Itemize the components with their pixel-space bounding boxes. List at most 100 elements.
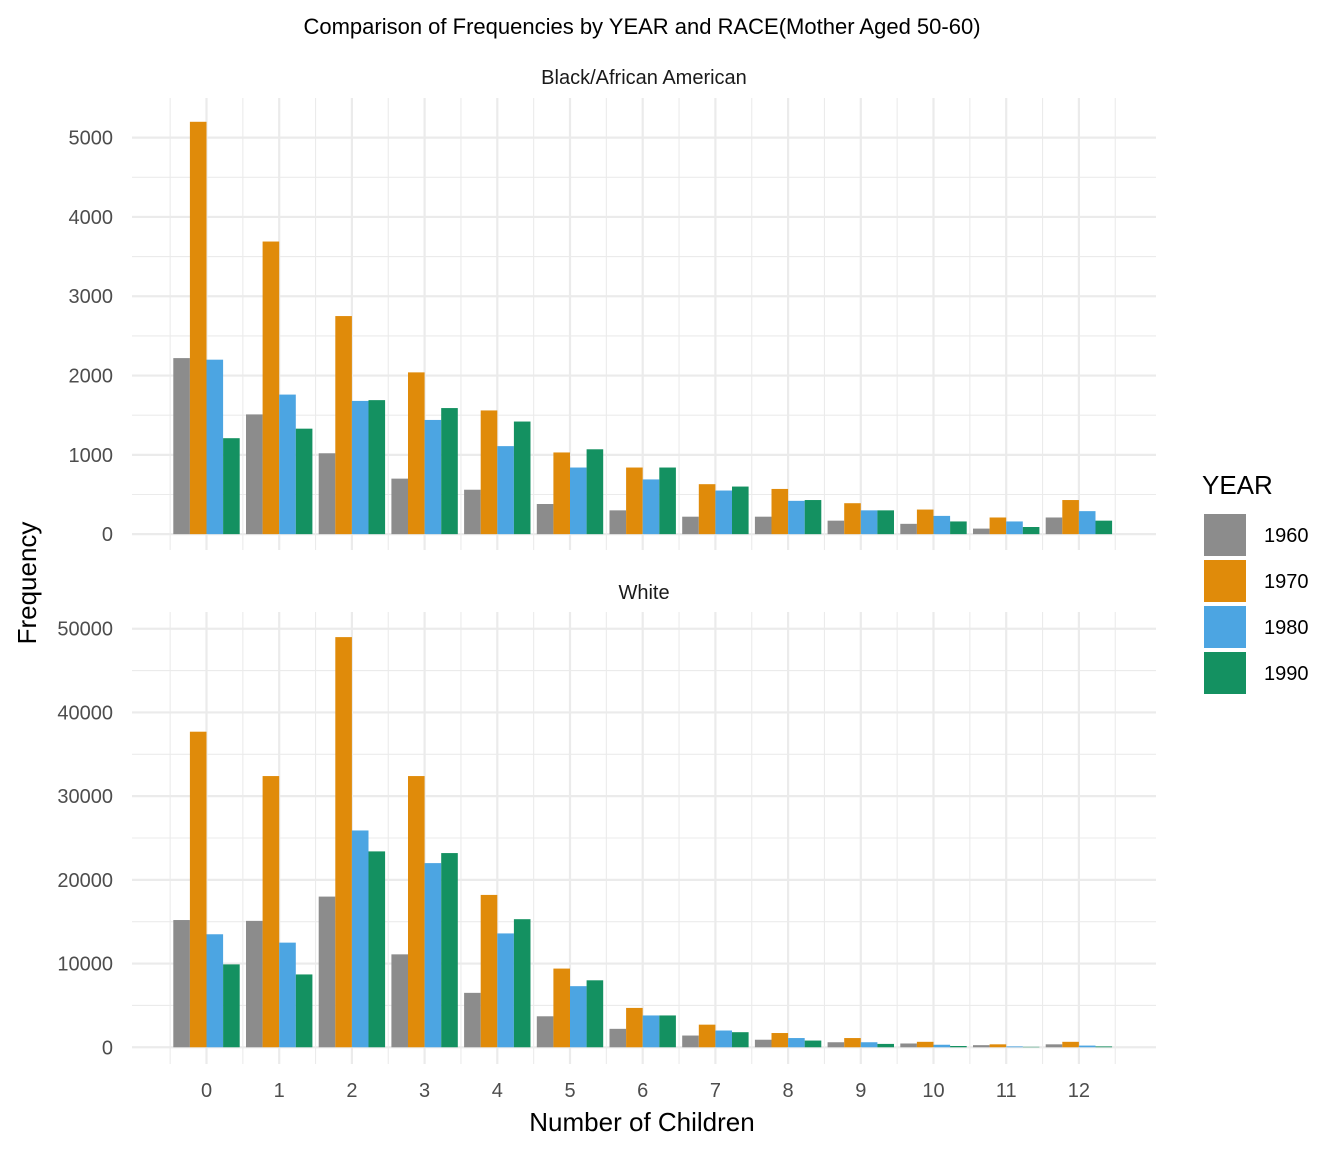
bar-1980-7	[715, 490, 732, 535]
x-axis-ticks: 0 1 2 3 4 5 6 7 8 9 10 11 12	[201, 1080, 1090, 1102]
x-tick-label: 7	[710, 1080, 721, 1102]
bar-1970-6	[626, 1007, 643, 1048]
bar-1980-10	[933, 515, 951, 535]
bar-1990-2	[368, 400, 386, 535]
y-tick-label: 5000	[69, 128, 114, 150]
bar-1970-1	[262, 776, 280, 1048]
bar-1980-11	[1006, 521, 1023, 535]
bar-1960-2	[318, 453, 336, 535]
bar-1990-3	[441, 408, 458, 535]
panel-1: 0 10000 20000 30000 40000 50000 White	[57, 582, 1156, 1064]
bar-1970-11	[989, 517, 1007, 535]
bar-1990-4	[513, 421, 531, 535]
bar-1980-8	[788, 500, 805, 535]
legend-label-1980: 1980	[1264, 617, 1309, 639]
bar-1970-12	[1062, 1041, 1079, 1048]
bar-1960-0	[173, 358, 190, 535]
bar-1970-5	[553, 452, 570, 535]
x-tick-label: 10	[922, 1080, 944, 1102]
bar-1970-9	[844, 503, 861, 535]
bar-1980-8	[788, 1038, 805, 1048]
y-tick-label: 20000	[57, 870, 113, 892]
x-tick-label: 4	[492, 1080, 503, 1102]
bar-1960-3	[391, 478, 408, 535]
bar-1990-10	[950, 1046, 967, 1048]
bar-1970-3	[408, 776, 425, 1048]
y-tick-label: 30000	[57, 786, 113, 808]
bar-1980-2	[351, 400, 369, 535]
bar-1970-0	[189, 121, 207, 535]
bar-1990-9	[877, 510, 894, 535]
x-tick-label: 1	[274, 1080, 285, 1102]
x-tick-label: 5	[564, 1080, 575, 1102]
bar-1960-6	[609, 510, 627, 535]
bar-1970-0	[189, 731, 207, 1048]
bar-1990-12	[1095, 520, 1113, 535]
bar-1990-12	[1095, 1046, 1113, 1048]
bar-1990-2	[368, 851, 386, 1048]
bar-1990-11	[1022, 527, 1040, 535]
bar-1990-7	[732, 1032, 749, 1048]
bar-1980-4	[497, 446, 514, 535]
legend-title: YEAR	[1202, 470, 1273, 500]
bar-1960-1	[246, 920, 263, 1048]
bar-1980-0	[206, 359, 224, 535]
legend-label-1960: 1960	[1264, 525, 1309, 547]
bar-1970-2	[335, 637, 352, 1048]
bar-1960-9	[827, 1042, 845, 1048]
y-tick-label: 4000	[69, 207, 114, 229]
bar-1990-3	[441, 853, 458, 1048]
chart-title: Comparison of Frequencies by YEAR and RA…	[303, 14, 980, 39]
bar-1990-6	[659, 1015, 676, 1048]
bar-1960-2	[318, 896, 336, 1048]
legend-label-1970: 1970	[1264, 571, 1309, 593]
bar-1960-0	[173, 920, 190, 1048]
bar-1980-9	[860, 1042, 878, 1048]
bar-1960-12	[1045, 1044, 1063, 1048]
bar-1990-9	[877, 1043, 894, 1048]
bar-1970-4	[480, 410, 498, 535]
bar-1970-8	[771, 488, 789, 535]
bar-1990-10	[950, 521, 967, 535]
bar-1970-9	[844, 1038, 861, 1048]
bar-1990-7	[732, 486, 749, 535]
bar-1980-11	[1006, 1046, 1023, 1048]
bar-1960-5	[536, 504, 554, 535]
bar-1980-2	[351, 830, 369, 1048]
legend-swatch-1990	[1204, 652, 1246, 694]
legend-label-1990: 1990	[1264, 663, 1309, 685]
legend: YEAR 1960 1970 1980 1990	[1202, 470, 1309, 694]
y-tick-label: 50000	[57, 619, 113, 641]
bar-1990-1	[295, 974, 313, 1048]
bar-1980-0	[206, 934, 224, 1048]
bar-1980-5	[570, 467, 587, 535]
y-axis-title: Frequency	[12, 522, 42, 645]
facet-strip-label: Black/African American	[541, 67, 747, 89]
legend-swatch-1980	[1204, 606, 1246, 648]
bar-1970-5	[553, 968, 570, 1048]
x-tick-label: 3	[419, 1080, 430, 1102]
y-tick-label: 2000	[69, 366, 114, 388]
bar-1990-0	[223, 964, 240, 1048]
bar-1960-7	[682, 516, 699, 535]
bar-1970-1	[262, 241, 280, 535]
bar-1980-1	[279, 394, 296, 535]
bar-1960-8	[754, 1039, 772, 1048]
x-tick-label: 9	[855, 1080, 866, 1102]
bar-1970-4	[480, 894, 498, 1048]
facet-strip-label: White	[618, 582, 669, 604]
bar-1960-10	[900, 523, 917, 535]
bar-1980-9	[860, 510, 878, 535]
x-tick-label: 6	[637, 1080, 648, 1102]
bar-1980-7	[715, 1030, 732, 1048]
bar-1980-3	[424, 419, 442, 535]
bar-1960-12	[1045, 517, 1063, 535]
bar-1980-6	[642, 479, 660, 535]
bar-1980-5	[570, 986, 587, 1048]
x-axis-title: Number of Children	[529, 1107, 754, 1137]
bar-1990-5	[586, 980, 604, 1048]
x-tick-label: 0	[201, 1080, 212, 1102]
bar-1960-5	[536, 1016, 554, 1048]
chart-panels: 0 1000 2000 3000 4000 5000 Black/African Ameri…	[57, 67, 1156, 1064]
